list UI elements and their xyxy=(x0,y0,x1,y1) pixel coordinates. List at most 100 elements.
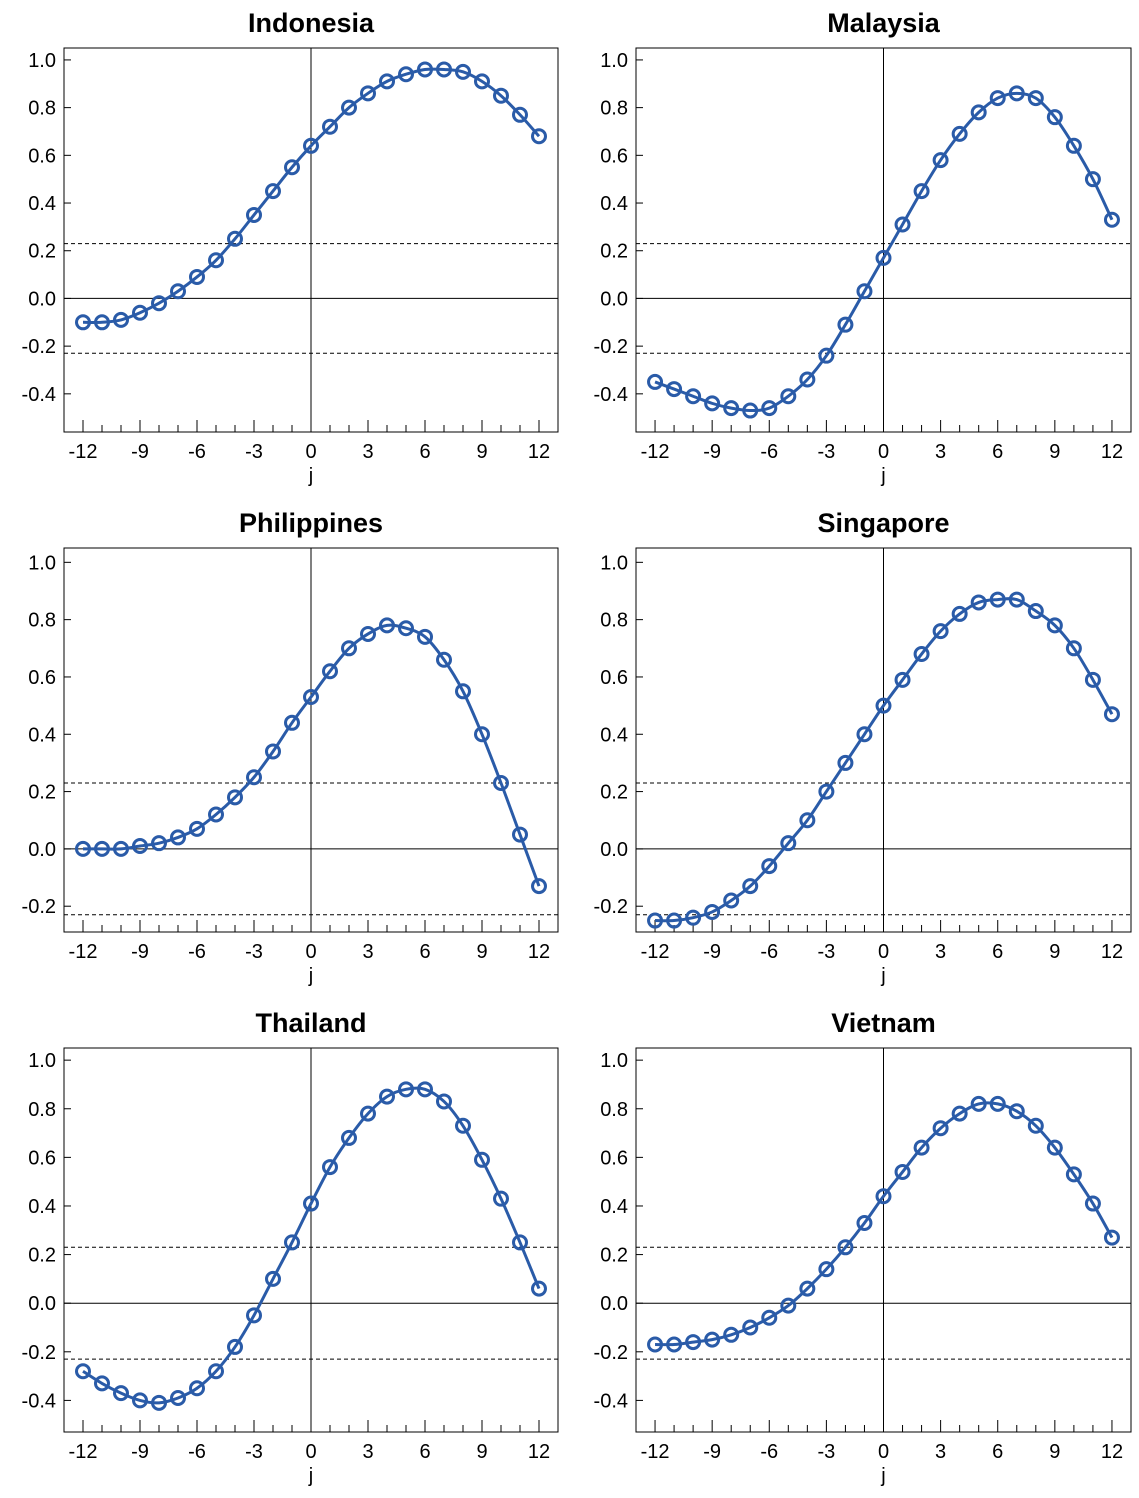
series-line xyxy=(82,67,541,324)
y-tick-label: 0.2 xyxy=(28,782,56,804)
data-point xyxy=(989,591,1006,608)
data-point xyxy=(512,826,528,843)
data-point xyxy=(1084,1195,1101,1212)
data-point xyxy=(322,1159,338,1176)
y-tick-label: -0.4 xyxy=(594,384,628,406)
y-tick-label: 0.6 xyxy=(28,145,56,167)
series-line xyxy=(83,623,541,887)
y-tick-label: 0.2 xyxy=(600,1245,628,1267)
x-tick-label: -12 xyxy=(641,941,670,963)
data-point xyxy=(1084,671,1101,688)
data-point xyxy=(780,1297,797,1314)
data-point xyxy=(647,912,664,929)
x-tick-label: 6 xyxy=(419,1441,430,1463)
x-tick-label: -12 xyxy=(641,1441,670,1463)
data-point xyxy=(75,840,91,857)
data-point xyxy=(322,663,338,680)
x-tick-label: -3 xyxy=(817,1441,835,1463)
data-point xyxy=(723,1326,740,1343)
data-point xyxy=(1027,1117,1044,1134)
data-point xyxy=(284,1234,300,1251)
y-tick-label: -0.2 xyxy=(594,896,628,918)
data-point xyxy=(208,806,224,823)
data-point xyxy=(132,304,148,321)
x-tick-label: -3 xyxy=(245,941,263,963)
x-tick-label: 12 xyxy=(1101,941,1123,963)
data-point xyxy=(818,1261,835,1278)
y-tick-label: 0.8 xyxy=(28,1099,56,1121)
data-point xyxy=(512,1234,528,1251)
data-point xyxy=(303,137,319,154)
y-tick-label: 0.6 xyxy=(28,1147,56,1169)
data-point xyxy=(647,373,664,390)
data-point xyxy=(170,1389,186,1406)
y-tick-label: 0.2 xyxy=(600,241,628,263)
data-point xyxy=(417,61,433,78)
y-tick-label: 0.0 xyxy=(600,1293,628,1315)
data-point xyxy=(75,1363,91,1380)
data-point xyxy=(113,311,129,328)
x-tick-label: 6 xyxy=(992,941,1003,963)
panel-philippines: Philippines -0.2 0.0 0.2 0.4 0.6 0.8 1.0 -12 -9 -6… xyxy=(22,508,559,987)
data-point xyxy=(417,1081,433,1098)
data-point xyxy=(970,594,987,611)
data-point xyxy=(685,909,702,926)
y-tick-label: 0.8 xyxy=(28,610,56,632)
data-point xyxy=(493,1190,509,1207)
series-line xyxy=(655,1101,1114,1347)
x-tick-label: 9 xyxy=(1049,1441,1060,1463)
data-point xyxy=(436,651,452,668)
data-point xyxy=(932,152,949,169)
data-point xyxy=(875,249,892,266)
y-tick-label: -0.4 xyxy=(22,1390,56,1412)
data-point xyxy=(94,1375,110,1392)
y-tick-label: 0.8 xyxy=(600,98,628,120)
data-point xyxy=(1027,603,1044,620)
y-tick-label: -0.2 xyxy=(22,336,56,358)
y-tick-label: 0.0 xyxy=(28,288,56,310)
x-tick-label: 3 xyxy=(935,1441,946,1463)
x-tick-label: -9 xyxy=(131,441,149,463)
x-tick-label: -9 xyxy=(703,941,721,963)
data-point xyxy=(837,1239,854,1256)
x-tick-label: -3 xyxy=(817,441,835,463)
data-point xyxy=(1008,591,1025,608)
data-point xyxy=(322,118,338,135)
data-point xyxy=(455,683,471,700)
data-point xyxy=(265,743,281,760)
data-point xyxy=(227,1338,243,1355)
x-tick-label: -3 xyxy=(817,941,835,963)
x-axis-label: j xyxy=(308,1465,313,1487)
data-point xyxy=(837,316,854,333)
series-line xyxy=(655,597,1114,923)
x-axis-label: j xyxy=(880,1465,885,1487)
y-tick-label: 0.8 xyxy=(600,1099,628,1121)
data-point xyxy=(94,840,110,857)
y-tick-label: 1.0 xyxy=(28,1050,56,1072)
data-point xyxy=(970,104,987,121)
y-tick-label: 0.2 xyxy=(28,241,56,263)
x-tick-label: 6 xyxy=(992,1441,1003,1463)
data-point xyxy=(666,1336,683,1353)
y-tick-label: 0.4 xyxy=(28,193,56,215)
data-point xyxy=(246,206,262,223)
x-tick-label: -6 xyxy=(188,1441,206,1463)
panel-malaysia: Malaysia -0.4 -0.2 0.0 0.2 0.4 0.6 0.8 1.0 -12 -9 -… xyxy=(594,8,1132,487)
x-tick-label: 12 xyxy=(528,1441,550,1463)
data-point xyxy=(398,66,414,83)
data-point xyxy=(132,838,148,855)
y-tick-label: -0.2 xyxy=(594,336,628,358)
panel-thailand: Thailand -0.4 -0.2 0.0 0.2 0.4 0.6 0.8 1.0 -12 -9 -… xyxy=(22,1008,559,1487)
x-axis-label: j xyxy=(880,465,885,487)
data-point xyxy=(1046,109,1063,126)
data-point xyxy=(341,99,357,116)
y-tick-label: 0.0 xyxy=(28,1293,56,1315)
x-axis-label: j xyxy=(880,965,885,987)
y-tick-label: 0.0 xyxy=(600,288,628,310)
data-point xyxy=(856,726,873,743)
data-point xyxy=(360,625,376,642)
y-tick-label: 0.6 xyxy=(28,667,56,689)
data-point xyxy=(493,774,509,791)
data-point xyxy=(436,1093,452,1110)
data-point xyxy=(189,1380,205,1397)
